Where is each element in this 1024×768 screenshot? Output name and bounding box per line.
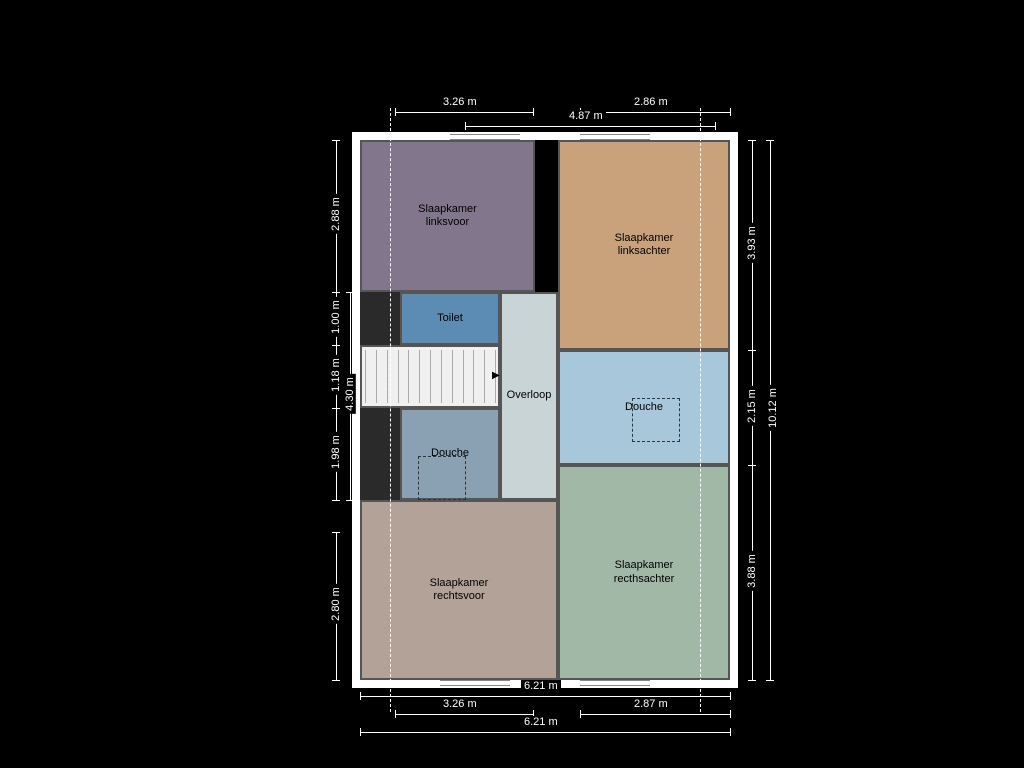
closet-2 [360,454,400,500]
room-label-slaapkamer-recthsachter: Slaapkamer recthsachter [614,559,675,585]
dim-tick [766,140,774,141]
dim-label: 6.21 m [521,680,561,692]
room-toilet: Toilet [400,292,500,345]
stair-tread [484,350,485,403]
shower-tray-1 [418,456,466,500]
stair-tread [430,350,431,403]
stair-tread [376,350,377,403]
shower-tray-0 [632,398,680,442]
dim-label: 2.88 m [330,194,342,234]
dim-tick [332,680,340,681]
dim-line [395,112,533,113]
dim-tick [748,465,756,466]
room-slaapkamer-recthsachter: Slaapkamer recthsachter [558,465,730,680]
dim-tick [332,345,340,346]
guide-line-1 [700,108,701,712]
stair-tread [398,350,399,403]
room-label-slaapkamer-linksvoor: Slaapkamer linksvoor [418,203,477,229]
dim-tick [580,710,581,718]
dim-line [465,126,715,127]
dim-label: 2.87 m [631,698,671,710]
dim-line [360,732,730,733]
closet-1 [360,408,400,454]
dim-tick [715,122,716,130]
dim-line [395,714,533,715]
room-label-slaapkamer-rechtsvoor: Slaapkamer rechtsvoor [430,577,489,603]
window-0 [450,134,520,140]
room-label-toilet: Toilet [437,312,463,325]
dim-tick [730,108,731,116]
stair-tread [473,350,474,403]
window-2 [440,680,510,686]
room-overloop: Overloop [500,292,558,500]
stair-arrow-icon: ▶ [492,370,500,381]
room-slaapkamer-linksvoor: Slaapkamer linksvoor [360,140,535,292]
room-label-overloop: Overloop [507,389,552,402]
closet-0 [360,292,400,345]
dim-tick [360,692,361,700]
dim-tick [730,692,731,700]
dim-tick [730,728,731,736]
dim-label: 4.30 m [344,374,356,414]
stair-tread [408,350,409,403]
dim-label: 3.93 m [746,223,758,263]
stair-tread [365,350,366,403]
dim-label: 2.86 m [631,96,671,108]
dim-tick [360,728,361,736]
stair-tread [441,350,442,403]
dim-label: 2.80 m [330,584,342,624]
dim-label: 1.00 m [330,297,342,337]
dim-label: 3.88 m [746,551,758,591]
room-label-slaapkamer-linksachter: Slaapkamer linksachter [615,232,674,258]
dim-tick [332,140,340,141]
dim-tick [332,500,340,501]
dim-label: 1.98 m [330,432,342,472]
dim-label: 3.26 m [440,96,480,108]
dim-label: 2.15 m [746,386,758,426]
window-3 [580,680,650,686]
dim-line [360,696,730,697]
dim-label: 6.21 m [521,716,561,728]
window-1 [580,134,650,140]
dim-tick [346,500,354,501]
dim-tick [748,350,756,351]
stair-tread [463,350,464,403]
guide-line-0 [390,108,391,712]
dim-tick [346,292,354,293]
dim-tick [748,140,756,141]
dim-label: 10.12 m [767,385,779,431]
dim-tick [730,710,731,718]
floor-plan-stage: Slaapkamer linksvoor Slaapkamer linksacht… [0,0,1024,768]
dim-label: 4.87 m [566,110,606,122]
stair-tread [387,350,388,403]
dim-tick [332,292,340,293]
dim-tick [533,108,534,116]
dim-tick [395,108,396,116]
dim-tick [395,710,396,718]
dim-label: 1.18 m [330,355,342,395]
dim-tick [332,408,340,409]
stair-tread [452,350,453,403]
dim-line [580,714,730,715]
dim-tick [465,122,466,130]
dim-tick [332,532,340,533]
room-slaapkamer-linksachter: Slaapkamer linksachter [558,140,730,350]
dim-tick [766,680,774,681]
dim-label: 3.26 m [440,698,480,710]
stair-tread [419,350,420,403]
dim-tick [748,680,756,681]
